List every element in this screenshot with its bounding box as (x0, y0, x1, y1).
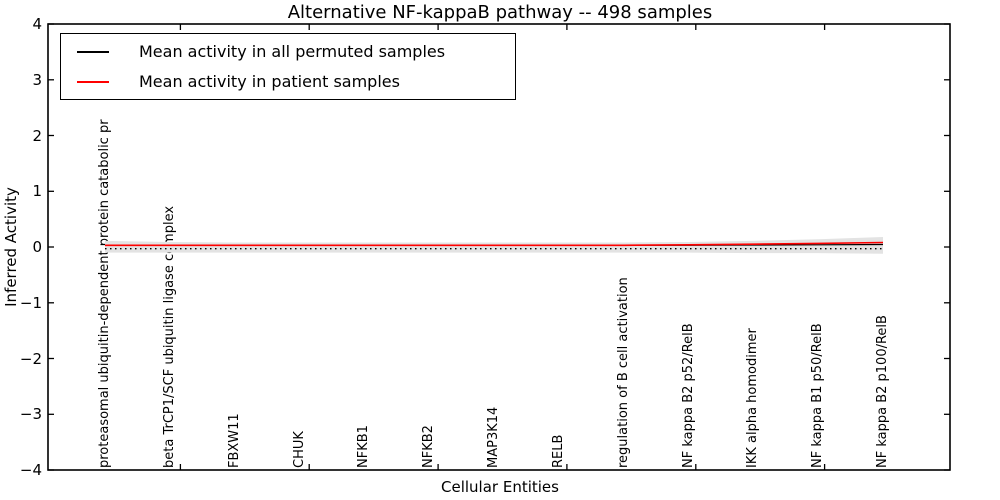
legend: Mean activity in all permuted samples Me… (60, 33, 516, 100)
legend-item-patient: Mean activity in patient samples (61, 67, 515, 97)
legend-label: Mean activity in all permuted samples (139, 42, 446, 61)
y-tick-label: −1 (19, 293, 42, 312)
patient-mean-line (105, 241, 884, 247)
y-tick-label: 2 (32, 126, 42, 145)
permuted-line-swatch (77, 50, 109, 53)
chart-title: Alternative NF-kappaB pathway -- 498 sam… (287, 2, 713, 23)
y-axis-label: Inferred Activity (2, 187, 20, 307)
x-axis-label: Cellular Entities (441, 478, 559, 496)
y-tick-label: 1 (32, 182, 42, 201)
y-tick-label: −4 (19, 461, 42, 479)
y-tick-label: −3 (19, 405, 42, 424)
legend-item-permuted: Mean activity in all permuted samples (61, 37, 515, 67)
y-tick-label: 4 (32, 15, 42, 33)
legend-label: Mean activity in patient samples (139, 72, 400, 91)
y-tick-label: 3 (32, 70, 42, 89)
y-tick-label: −2 (19, 349, 42, 368)
patient-line-swatch (77, 80, 109, 83)
y-tick-label: 0 (32, 238, 42, 256)
